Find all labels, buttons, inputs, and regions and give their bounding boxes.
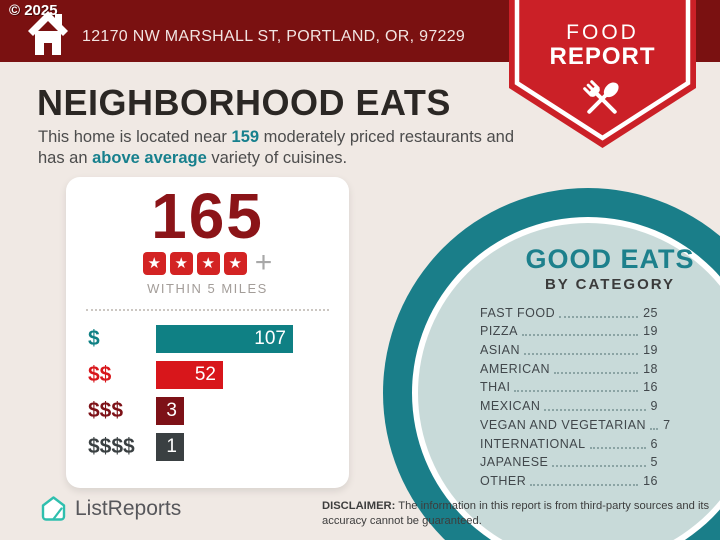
price-bar-chart: $107 $$ 52 $$$ 3 $$$$ 1 — [66, 325, 349, 461]
price-row: $107 — [88, 325, 349, 353]
good-eats-title: GOOD EATS — [525, 244, 695, 274]
subtitle-text: This home is located near 159 moderately… — [38, 128, 515, 167]
dotted-leader — [544, 409, 646, 412]
dotted-leader — [589, 446, 646, 449]
category-value: 25 — [643, 305, 658, 320]
category-label: INTERNATIONAL — [480, 436, 586, 451]
category-list: FAST FOOD 25 PIZZA 19 ASIAN 19 AMERICAN 18 THAI 1… — [480, 301, 670, 488]
category-value: 5 — [650, 455, 658, 470]
price-bar: 3 — [156, 397, 184, 425]
category-label: PIZZA — [480, 324, 518, 339]
star-icon: ★ — [196, 251, 220, 275]
category-row: PIZZA 19 — [480, 320, 658, 339]
category-label: FAST FOOD — [480, 305, 556, 320]
listreports-logo: ListReports — [40, 495, 181, 522]
price-bar-value: 52 — [194, 364, 216, 385]
listreports-house-icon — [41, 496, 66, 521]
category-row: MEXICAN 9 — [480, 394, 658, 413]
star-rating: ★ ★ ★ ★ + — [66, 246, 349, 279]
price-tier-label: $$$ — [88, 399, 124, 422]
category-label: JAPANESE — [480, 455, 549, 470]
variety-highlight: above average — [92, 149, 207, 167]
category-value: 16 — [643, 380, 658, 395]
price-tier-label: $$$$ — [88, 435, 135, 458]
category-label: AMERICAN — [480, 361, 550, 376]
listreports-logo-text: ListReports — [75, 496, 182, 520]
badge-ribbon-shape — [509, 0, 696, 148]
category-label: THAI — [480, 380, 511, 395]
dotted-leader — [530, 483, 639, 486]
dotted-divider — [86, 309, 329, 311]
dotted-leader — [553, 371, 639, 374]
category-label: OTHER — [480, 473, 527, 488]
price-row: $$ 52 — [88, 361, 349, 389]
category-row: AMERICAN 18 — [480, 357, 658, 376]
good-eats-subtitle: BY CATEGORY — [544, 276, 676, 293]
category-label: ASIAN — [480, 343, 521, 358]
price-bar: 1 — [156, 433, 184, 461]
dotted-leader — [521, 334, 639, 337]
dotted-leader — [552, 465, 646, 468]
food-report-badge: FOOD REPORT — [509, 0, 696, 150]
star-icon: ★ — [142, 251, 166, 275]
dotted-leader — [650, 427, 659, 430]
price-tier-label: $$ — [88, 363, 112, 386]
restaurant-summary-card: 165 ★ ★ ★ ★ + WITHIN 5 MILES $107 $$ 52 $$$ 3 $$$… — [66, 177, 349, 488]
category-row: THAI 16 — [480, 376, 658, 395]
category-value: 18 — [643, 361, 658, 376]
price-bar-value: 1 — [166, 436, 177, 457]
dotted-leader — [559, 315, 639, 318]
dotted-leader — [524, 353, 639, 356]
category-row: FAST FOOD 25 — [480, 301, 658, 320]
category-row: JAPANESE 5 — [480, 451, 658, 470]
price-bar: 52 — [156, 361, 223, 389]
category-value: 9 — [650, 399, 658, 414]
price-bar-value: 3 — [166, 400, 177, 421]
price-bar: 107 — [156, 325, 293, 353]
category-label: MEXICAN — [480, 399, 541, 414]
category-label: VEGAN AND VEGETARIAN — [480, 417, 647, 432]
category-row: ASIAN 19 — [480, 338, 658, 357]
price-tier-label: $ — [88, 327, 100, 350]
star-icon: ★ — [169, 251, 193, 275]
restaurant-total-count: 165 — [151, 180, 264, 252]
plus-sign: + — [254, 246, 273, 279]
category-value: 19 — [643, 343, 658, 358]
badge-title-line2: REPORT — [549, 43, 656, 70]
category-row: VEGAN AND VEGETARIAN 7 — [480, 413, 670, 432]
dotted-leader — [514, 390, 639, 393]
house-icon — [28, 11, 68, 55]
good-eats-circle — [383, 188, 720, 540]
price-row: $$$$ 1 — [88, 433, 349, 461]
restaurant-count-highlight: 159 — [231, 128, 260, 146]
property-address: 12170 NW MARSHALL ST, PORTLAND, OR, 9722… — [82, 28, 466, 45]
badge-title-line1: FOOD — [566, 21, 639, 44]
page-title: NEIGHBORHOOD EATS — [37, 82, 451, 123]
disclaimer-text: DISCLAIMER: The information in this repo… — [322, 500, 710, 527]
category-row: INTERNATIONAL 6 — [480, 432, 658, 451]
category-value: 16 — [643, 473, 658, 488]
good-eats-circle-white-ring — [412, 217, 720, 540]
spoon-and-fork-icon — [583, 80, 619, 114]
good-eats-circle-inner — [418, 223, 720, 540]
price-row: $$$ 3 — [88, 397, 349, 425]
radius-caption: WITHIN 5 MILES — [147, 281, 268, 296]
category-value: 6 — [650, 436, 658, 451]
category-value: 7 — [663, 417, 671, 432]
category-row: OTHER 16 — [480, 469, 658, 488]
category-value: 19 — [643, 324, 658, 339]
price-bar-value: 107 — [254, 328, 286, 349]
star-icon: ★ — [223, 251, 247, 275]
